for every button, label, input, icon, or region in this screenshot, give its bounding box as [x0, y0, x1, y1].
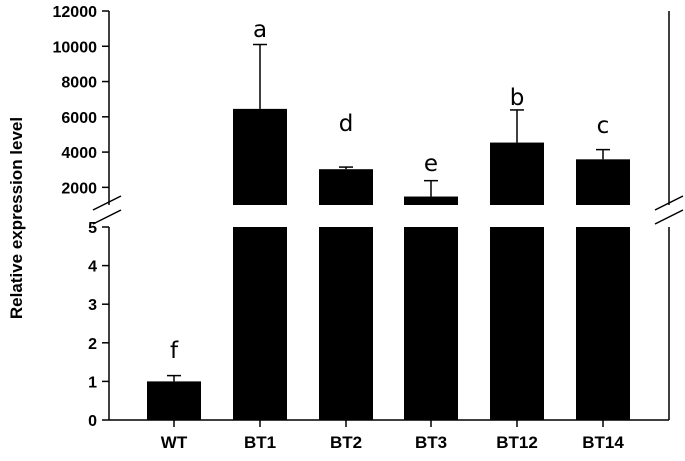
- significance-letter: e: [424, 151, 438, 177]
- axis-break-mark-left-top: [92, 195, 122, 211]
- bar: [404, 227, 458, 420]
- significance-letter: a: [253, 17, 267, 43]
- bar: [147, 381, 201, 420]
- axis-break-mark-right-bottom: [654, 209, 684, 225]
- y-tick-label-lower: 1: [88, 374, 97, 391]
- x-tick-label: BT2: [330, 433, 362, 452]
- y-tick-label-upper: 8000: [61, 75, 97, 92]
- bar: [233, 227, 287, 420]
- bar: [490, 142, 544, 205]
- y-tick-label-lower: 0: [88, 413, 97, 430]
- significance-letter: d: [339, 111, 354, 137]
- bar: [319, 227, 373, 420]
- y-tick-label-lower: 2: [88, 336, 97, 353]
- significance-letter: c: [597, 113, 610, 139]
- y-tick-label-upper: 4000: [61, 145, 97, 162]
- y-tick-label-upper: 12000: [53, 4, 98, 21]
- y-tick-label-lower: 5: [88, 220, 97, 237]
- plot-area: 0 1 2 3 4 5 2000 4000 6000 8000 10000 12000 WT BT1 BT2…: [53, 4, 670, 452]
- x-tick-label: WT: [161, 433, 188, 452]
- bar: [490, 227, 544, 420]
- y-tick-label-lower: 3: [88, 297, 97, 314]
- bar: [233, 108, 287, 205]
- x-tick-label: BT14: [582, 433, 624, 452]
- y-tick-label-upper: 10000: [53, 39, 98, 56]
- bar: [576, 227, 630, 420]
- x-tick-label: BT1: [244, 433, 276, 452]
- significance-letter: f: [170, 338, 179, 364]
- y-tick-label-upper: 2000: [61, 180, 97, 197]
- bar: [576, 159, 630, 205]
- y-tick-label-lower: 4: [88, 259, 97, 276]
- bar: [319, 169, 373, 205]
- y-tick-label-upper: 6000: [61, 110, 97, 127]
- x-tick-label: BT12: [496, 433, 538, 452]
- significance-letter: b: [510, 85, 525, 111]
- y-axis-title: Relative expression level: [7, 117, 26, 319]
- x-tick-label: BT3: [415, 433, 447, 452]
- bar: [404, 196, 458, 205]
- axis-break-mark-left-bottom: [92, 209, 122, 225]
